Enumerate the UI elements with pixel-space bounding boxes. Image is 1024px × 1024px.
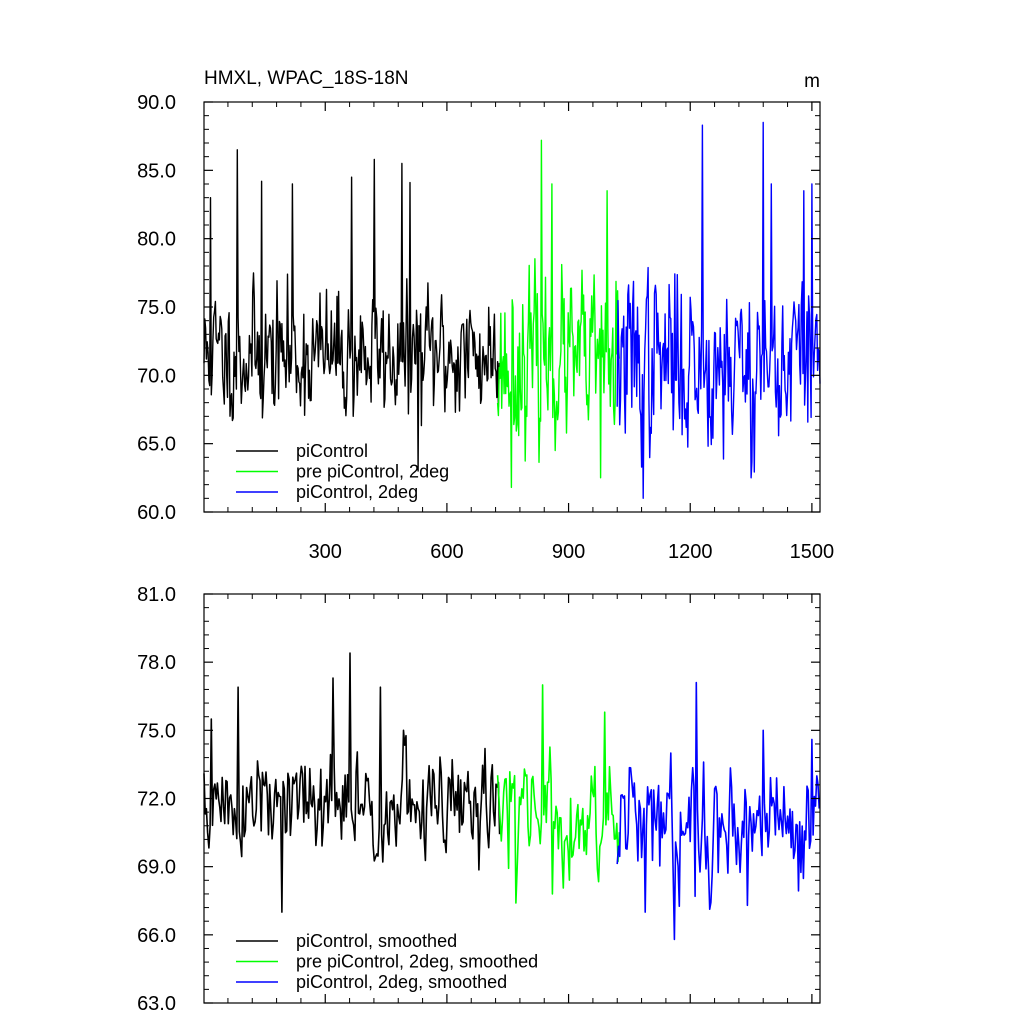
legend-label-1: piControl (296, 441, 368, 461)
y-tick-label: 72.0 (137, 789, 176, 811)
legend-label-3: piControl, 2deg, smoothed (296, 972, 507, 992)
y-tick-label: 85.0 (137, 160, 176, 182)
legend-label-1: piControl, smoothed (296, 931, 457, 951)
series-line-1 (203, 149, 500, 472)
series-line-3 (616, 681, 820, 941)
y-tick-label: 75.0 (137, 297, 176, 319)
x-tick-label: 1200 (668, 541, 713, 563)
legend-label-3: piControl, 2deg (296, 482, 418, 502)
series-layer (203, 652, 820, 941)
top-panel: HMXL, WPAC_18S-18N m 60.0 65.0 70.0 75.0 80.… (137, 68, 834, 563)
y-tick-label: 75.0 (137, 720, 176, 742)
y-tick-label: 81.0 (137, 584, 176, 606)
y-tick-label: 90.0 (137, 92, 176, 114)
bottom-panel: 63.0 66.0 69.0 72.0 75.0 78.0 81.0 piControl, … (137, 584, 821, 1015)
series-line-3 (616, 121, 821, 499)
axes-layer: 63.0 66.0 69.0 72.0 75.0 78.0 81.0 (137, 584, 821, 1015)
y-tick-label: 78.0 (137, 652, 176, 674)
y-tick-label: 69.0 (137, 857, 176, 879)
legend-label-2: pre piControl, 2deg, smoothed (296, 952, 538, 972)
legend-label-2: pre piControl, 2deg (296, 462, 449, 482)
series-line-2 (496, 684, 621, 904)
series-line-1 (203, 652, 501, 913)
y-tick-label: 65.0 (137, 434, 176, 456)
y-tick-label: 66.0 (137, 925, 176, 947)
y-tick-label: 70.0 (137, 365, 176, 387)
units-label: m (804, 71, 820, 92)
x-tick-label: 600 (430, 541, 463, 563)
series-line-2 (496, 139, 620, 489)
x-tick-label: 900 (552, 541, 585, 563)
y-tick-label: 63.0 (137, 993, 176, 1015)
x-tick-label: 300 (309, 541, 342, 563)
axes-layer: 60.0 65.0 70.0 75.0 80.0 85.0 90.0 300 600 900 120… (137, 92, 834, 563)
x-tick-label: 1500 (790, 541, 835, 563)
y-tick-label: 60.0 (137, 502, 176, 524)
chart-title: HMXL, WPAC_18S-18N (204, 68, 409, 89)
y-tick-label: 80.0 (137, 229, 176, 251)
series-layer (203, 121, 821, 499)
